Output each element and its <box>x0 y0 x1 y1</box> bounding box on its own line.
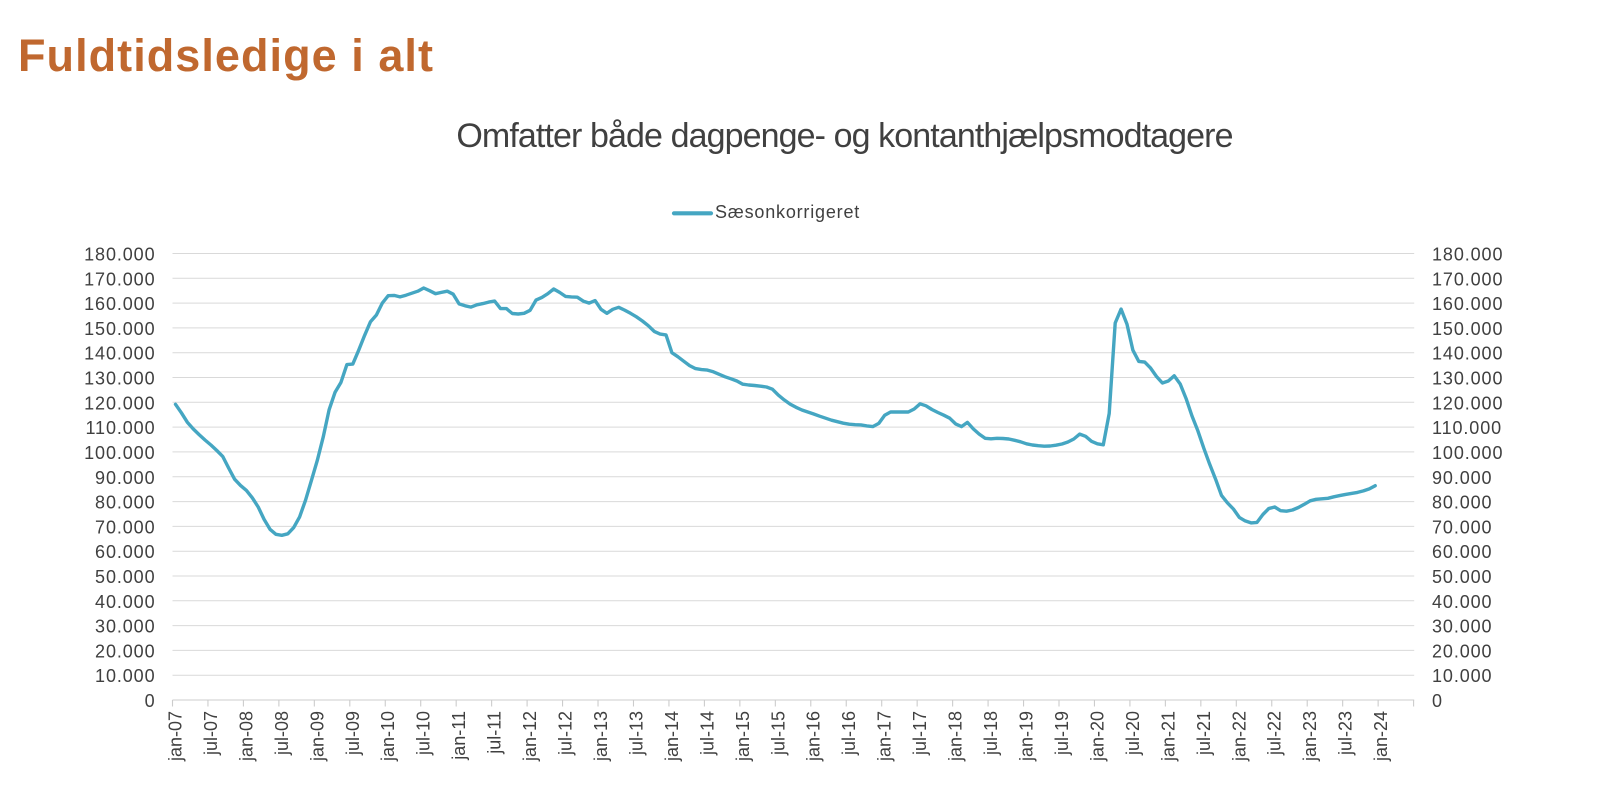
svg-text:40.000: 40.000 <box>95 592 155 612</box>
svg-text:50.000: 50.000 <box>1432 567 1492 587</box>
svg-text:140.000: 140.000 <box>1432 344 1503 364</box>
svg-text:170.000: 170.000 <box>1432 269 1503 289</box>
svg-text:20.000: 20.000 <box>1432 641 1492 661</box>
svg-text:jul-07: jul-07 <box>201 711 221 756</box>
svg-text:jan-20: jan-20 <box>1087 711 1107 762</box>
svg-text:jan-12: jan-12 <box>520 711 540 762</box>
svg-text:80.000: 80.000 <box>1432 493 1492 513</box>
svg-text:jan-23: jan-23 <box>1300 711 1320 762</box>
svg-text:jan-21: jan-21 <box>1158 711 1178 762</box>
svg-text:120.000: 120.000 <box>1432 393 1503 413</box>
svg-text:60.000: 60.000 <box>95 542 155 562</box>
svg-text:jan-17: jan-17 <box>875 711 895 762</box>
svg-text:70.000: 70.000 <box>95 517 155 537</box>
svg-text:140.000: 140.000 <box>84 344 155 364</box>
svg-text:130.000: 130.000 <box>84 369 155 389</box>
svg-text:jul-09: jul-09 <box>343 711 363 756</box>
svg-text:120.000: 120.000 <box>84 393 155 413</box>
svg-text:jan-09: jan-09 <box>307 711 327 762</box>
svg-text:0: 0 <box>1432 691 1443 711</box>
svg-text:50.000: 50.000 <box>95 567 155 587</box>
svg-text:jul-23: jul-23 <box>1336 711 1356 756</box>
svg-text:jul-13: jul-13 <box>626 711 646 756</box>
svg-text:jan-13: jan-13 <box>591 711 611 762</box>
svg-text:30.000: 30.000 <box>95 617 155 637</box>
svg-text:150.000: 150.000 <box>84 319 155 339</box>
svg-text:80.000: 80.000 <box>95 493 155 513</box>
svg-text:jul-10: jul-10 <box>414 711 434 756</box>
svg-text:10.000: 10.000 <box>95 666 155 686</box>
svg-text:100.000: 100.000 <box>84 443 155 463</box>
svg-text:jan-16: jan-16 <box>804 711 824 762</box>
svg-text:130.000: 130.000 <box>1432 369 1503 389</box>
svg-text:jul-19: jul-19 <box>1052 711 1072 756</box>
svg-text:jul-16: jul-16 <box>839 711 859 756</box>
svg-text:jul-20: jul-20 <box>1123 711 1143 756</box>
svg-text:jan-14: jan-14 <box>662 711 682 762</box>
svg-text:jul-12: jul-12 <box>556 711 576 756</box>
svg-text:40.000: 40.000 <box>1432 592 1492 612</box>
svg-text:0: 0 <box>145 691 156 711</box>
svg-text:160.000: 160.000 <box>1432 294 1503 314</box>
svg-text:jul-11: jul-11 <box>485 711 505 755</box>
svg-text:70.000: 70.000 <box>1432 517 1492 537</box>
svg-text:jan-18: jan-18 <box>946 711 966 762</box>
svg-text:jul-08: jul-08 <box>272 711 292 756</box>
svg-text:150.000: 150.000 <box>1432 319 1503 339</box>
svg-text:180.000: 180.000 <box>84 245 155 265</box>
svg-text:jul-14: jul-14 <box>697 711 717 756</box>
svg-text:100.000: 100.000 <box>1432 443 1503 463</box>
svg-text:jan-11: jan-11 <box>449 711 469 761</box>
svg-text:30.000: 30.000 <box>1432 617 1492 637</box>
svg-text:160.000: 160.000 <box>84 294 155 314</box>
svg-text:170.000: 170.000 <box>84 269 155 289</box>
svg-text:jan-10: jan-10 <box>378 711 398 762</box>
svg-text:jul-21: jul-21 <box>1194 711 1214 756</box>
svg-text:jul-15: jul-15 <box>768 711 788 756</box>
svg-text:jan-19: jan-19 <box>1017 711 1037 762</box>
svg-text:jul-22: jul-22 <box>1265 711 1285 756</box>
svg-text:90.000: 90.000 <box>1432 468 1492 488</box>
svg-text:90.000: 90.000 <box>95 468 155 488</box>
svg-text:10.000: 10.000 <box>1432 666 1492 686</box>
svg-text:180.000: 180.000 <box>1432 245 1503 265</box>
svg-text:Sæsonkorrigeret: Sæsonkorrigeret <box>715 202 860 222</box>
svg-text:110.000: 110.000 <box>1432 418 1502 438</box>
svg-text:jan-07: jan-07 <box>166 711 186 762</box>
svg-text:jan-08: jan-08 <box>236 711 256 762</box>
svg-text:60.000: 60.000 <box>1432 542 1492 562</box>
svg-text:jul-18: jul-18 <box>981 711 1001 756</box>
svg-text:20.000: 20.000 <box>95 641 155 661</box>
svg-text:jan-24: jan-24 <box>1371 711 1391 762</box>
svg-text:110.000: 110.000 <box>85 418 155 438</box>
svg-text:jan-22: jan-22 <box>1229 711 1249 762</box>
svg-text:jan-15: jan-15 <box>733 711 753 762</box>
svg-text:jul-17: jul-17 <box>910 711 930 756</box>
